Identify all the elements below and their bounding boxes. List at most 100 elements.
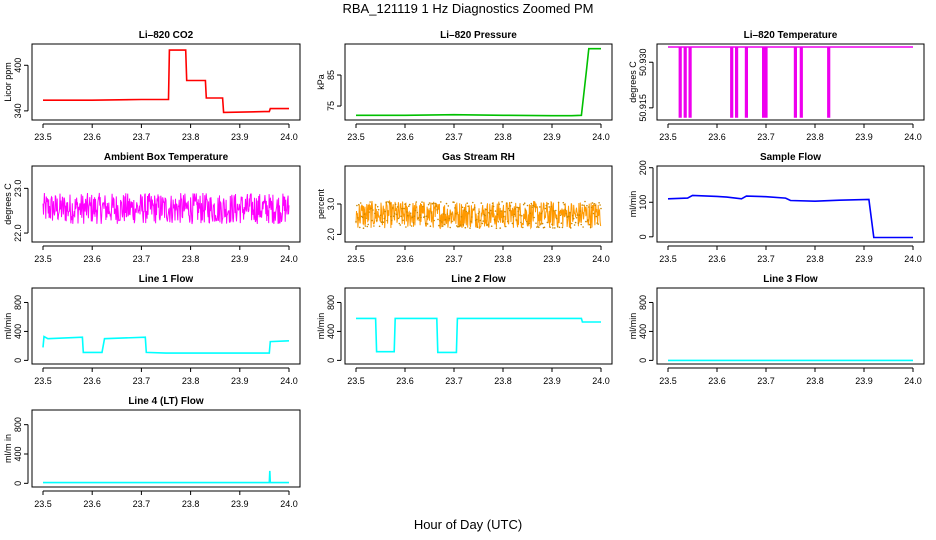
- panel-title: Ambient Box Temperature: [104, 152, 229, 163]
- data-area: [43, 470, 289, 484]
- series-line: [355, 199, 602, 230]
- y-tick-label: 2.0: [326, 228, 336, 241]
- data-point: [376, 205, 379, 208]
- x-axis-label: Hour of Day (UTC): [413, 517, 523, 532]
- data-point: [428, 202, 431, 204]
- plot-frame: [656, 43, 925, 121]
- data-point: [446, 213, 449, 215]
- data-point: [504, 210, 506, 213]
- x-tick-label: 23.7: [133, 376, 151, 386]
- data-point: [563, 203, 566, 206]
- data-point: [564, 209, 566, 211]
- data-point: [505, 225, 507, 228]
- data-point: [519, 214, 521, 216]
- y-tick-label: 0: [638, 358, 648, 363]
- y-tick-label: 85: [326, 70, 336, 80]
- data-point: [367, 223, 370, 226]
- panel-title: Line 3 Flow: [763, 274, 818, 285]
- data-point: [416, 211, 419, 214]
- data-point: [532, 204, 534, 207]
- data-point: [494, 210, 497, 212]
- series-line: [43, 470, 289, 484]
- data-point: [429, 225, 432, 227]
- data-point: [411, 216, 414, 218]
- data-point: [407, 214, 409, 217]
- data-point: [524, 209, 527, 211]
- data-point: [547, 203, 549, 205]
- data-point: [438, 224, 440, 227]
- data-point: [403, 207, 405, 210]
- data-point: [473, 208, 475, 211]
- data-point: [565, 213, 567, 215]
- y-axis-label: ml/min: [316, 313, 326, 340]
- panel-title: Sample Flow: [760, 152, 821, 163]
- x-tick-label: 24.0: [904, 254, 922, 264]
- data-point: [558, 226, 561, 229]
- data-point: [408, 203, 411, 206]
- data-point: [539, 223, 542, 225]
- data-point: [561, 226, 564, 229]
- data-point: [588, 223, 591, 226]
- data-point: [582, 226, 584, 228]
- plot-frame: [31, 287, 301, 365]
- panel-line1: Line 1 Flow 23.5 23.6 23.7 23.8 23.9 24.0 0 400 8…: [3, 274, 301, 386]
- x-tick-label: 24.0: [904, 132, 922, 142]
- data-point: [554, 227, 556, 229]
- data-point: [481, 222, 484, 225]
- data-point: [363, 213, 366, 215]
- panel-sample: Sample Flow 23.5 23.6 23.7 23.8 23.9 24.0 0 100 2…: [628, 152, 925, 264]
- data-point: [515, 219, 517, 221]
- data-point: [592, 212, 595, 215]
- x-tick-label: 23.6: [83, 376, 101, 386]
- data-point: [589, 226, 592, 229]
- x-tick-label: 23.9: [855, 132, 873, 142]
- data-point: [404, 203, 406, 205]
- y-tick-label: 400: [13, 58, 23, 73]
- data-point: [366, 225, 369, 228]
- data-point: [441, 221, 443, 223]
- y-tick-label: 340: [13, 103, 23, 118]
- x-tick-label: 23.6: [396, 254, 414, 264]
- data-point: [370, 207, 372, 210]
- x-tick-label: 23.9: [231, 376, 249, 386]
- data-point: [395, 213, 398, 216]
- data-point: [553, 210, 555, 212]
- data-point: [510, 201, 513, 204]
- data-point: [391, 207, 394, 209]
- data-point: [458, 225, 461, 227]
- data-point: [413, 215, 416, 217]
- data-point: [581, 204, 583, 206]
- data-point: [443, 223, 446, 226]
- series-line: [42, 335, 290, 354]
- x-tick-label: 23.7: [757, 132, 775, 142]
- data-point: [526, 204, 529, 207]
- data-point: [583, 204, 585, 207]
- y-tick-label: 800: [13, 295, 23, 310]
- plot-frame: [344, 43, 613, 121]
- data-point: [375, 219, 378, 222]
- data-point: [600, 207, 602, 210]
- data-point: [593, 203, 596, 205]
- data-point: [596, 222, 598, 224]
- x-tick-label: 23.9: [543, 254, 561, 264]
- data-point: [512, 216, 515, 218]
- y-tick-label: 800: [326, 295, 336, 310]
- y-tick-label: 0: [13, 481, 23, 486]
- x-tick-label: 23.7: [133, 132, 151, 142]
- data-point: [417, 217, 420, 219]
- data-point: [484, 214, 486, 217]
- data-point: [575, 217, 578, 219]
- data-point: [439, 219, 441, 222]
- data-point: [557, 201, 560, 204]
- data-point: [392, 215, 395, 217]
- data-area: [356, 47, 601, 117]
- plot-frame: [31, 409, 301, 488]
- data-point: [597, 223, 599, 225]
- data-point: [373, 225, 375, 227]
- data-point: [365, 217, 368, 219]
- data-area: [42, 192, 290, 225]
- y-tick-label: 400: [13, 446, 23, 461]
- y-tick-label: 50.930: [638, 48, 648, 76]
- data-point: [391, 219, 393, 222]
- panel-title: Line 2 Flow: [451, 274, 506, 285]
